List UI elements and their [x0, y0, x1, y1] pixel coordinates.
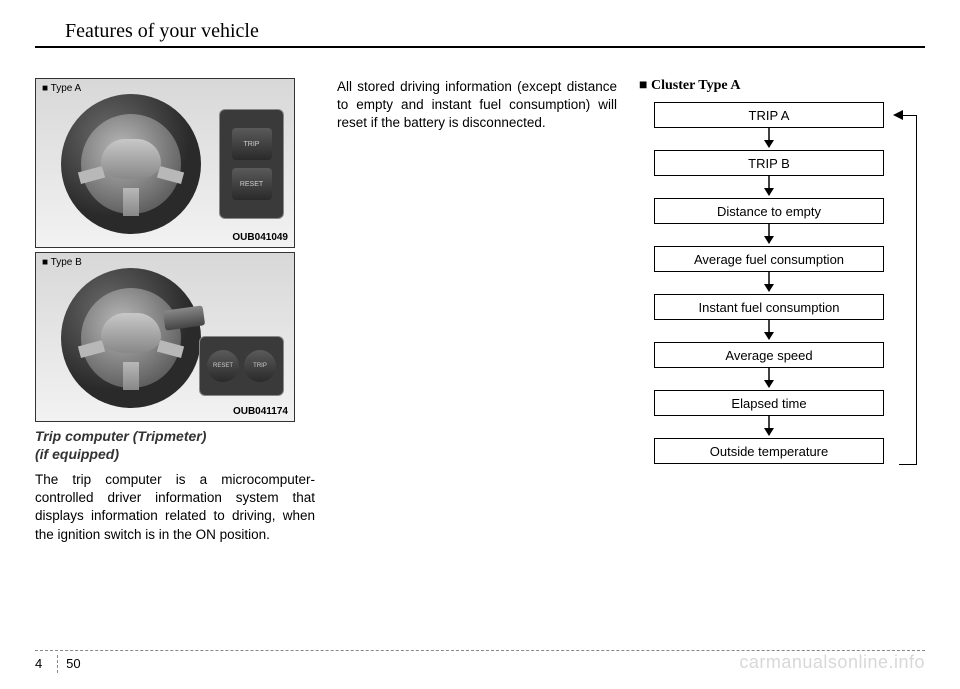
trip-button: TRIP — [232, 128, 272, 160]
flow-arrow-icon — [639, 272, 899, 294]
flowchart: TRIP A TRIP B Distance to empty Average … — [639, 102, 899, 464]
trip-button: TRIP — [244, 350, 276, 382]
button-inset-a: TRIP RESET — [219, 109, 284, 219]
flow-arrow-icon — [639, 320, 899, 342]
page-number: 50 — [66, 656, 80, 671]
flow-arrow-icon — [639, 368, 899, 390]
body-paragraph: The trip computer is a microcomputer-con… — [35, 471, 315, 544]
figure-label-a: ■ Type A — [42, 83, 81, 94]
flow-box: Elapsed time — [654, 390, 884, 416]
body-paragraph: All stored driving information (except d… — [337, 78, 617, 133]
button-inset-b: RESET TRIP — [199, 336, 284, 396]
figure-code-a: OUB041049 — [232, 232, 288, 243]
figure-type-a: ■ Type A TRIP RESET OUB041049 — [35, 78, 295, 248]
flow-box: Instant fuel consumption — [654, 294, 884, 320]
column-middle: All stored driving information (except d… — [337, 78, 617, 544]
figure-code-b: OUB041174 — [233, 406, 288, 417]
flow-box: Average fuel consumption — [654, 246, 884, 272]
section-subheading: Trip computer (Tripmeter) (if equipped) — [35, 428, 315, 463]
steering-wheel-illustration — [61, 268, 201, 408]
page-header-title: Features of your vehicle — [65, 20, 925, 43]
header-rule — [35, 46, 925, 48]
flow-box: Distance to empty — [654, 198, 884, 224]
reset-button: RESET — [232, 168, 272, 200]
column-right: Cluster Type A TRIP A TRIP B Distance to… — [639, 78, 925, 544]
footer-rule — [35, 650, 925, 651]
flow-arrow-icon — [639, 176, 899, 198]
figure-type-b: ■ Type B RESET TRIP OUB041174 — [35, 252, 295, 422]
figure-label-b: ■ Type B — [42, 257, 82, 268]
column-left: ■ Type A TRIP RESET OUB041049 ■ Type B — [35, 78, 315, 544]
flow-arrow-icon — [639, 224, 899, 246]
footer-separator — [57, 655, 58, 673]
flow-return-line — [899, 115, 917, 465]
content-columns: ■ Type A TRIP RESET OUB041049 ■ Type B — [35, 78, 925, 544]
watermark: carmanualsonline.info — [739, 652, 925, 673]
reset-button: RESET — [207, 350, 239, 382]
flow-box: TRIP A — [654, 102, 884, 128]
flow-arrow-icon — [639, 416, 899, 438]
flow-box: Outside temperature — [654, 438, 884, 464]
flow-box: Average speed — [654, 342, 884, 368]
flow-return-arrowhead — [893, 110, 903, 120]
flowchart-title: Cluster Type A — [639, 78, 925, 94]
flow-box: TRIP B — [654, 150, 884, 176]
section-number: 4 — [35, 656, 42, 671]
flow-arrow-icon — [639, 128, 899, 150]
steering-wheel-illustration — [61, 94, 201, 234]
